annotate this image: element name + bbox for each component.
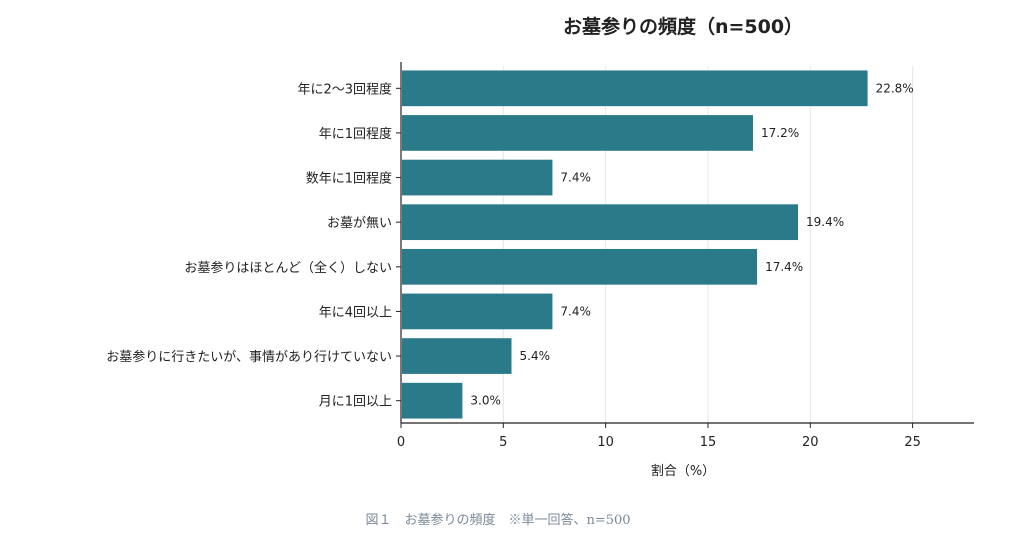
category-label: 年に2～3回程度 [297, 81, 392, 97]
bar [402, 382, 463, 419]
value-label: 7.4% [560, 304, 591, 318]
category-label: 月に1回以上 [319, 395, 392, 410]
x-tick-label: 20 [802, 435, 819, 450]
x-tick-label: 25 [904, 435, 921, 450]
category-labels: 年に2～3回程度年に1回程度数年に1回程度お墓が無いお墓参りはほとんど（全く）し… [106, 81, 392, 409]
bar [402, 293, 553, 330]
category-label: 年に4回以上 [319, 305, 392, 320]
x-tick-label: 15 [700, 435, 717, 450]
value-labels: 22.8% 17.2% 7.4% 19.4% 17.4% 7.4% 5.4% 3.0% [470, 81, 913, 407]
category-label: 年に1回程度 [319, 126, 392, 142]
category-label: お墓参りに行きたいが、事情があり行けていない [106, 349, 392, 365]
value-label: 22.8% [876, 81, 914, 95]
x-tick-label: 0 [397, 435, 405, 450]
value-label: 3.0% [470, 394, 501, 408]
x-ticks: 0 5 10 15 20 25 [397, 423, 921, 450]
category-label: お墓が無い [327, 216, 392, 231]
chart-title: お墓参りの頻度（n=500） [563, 15, 803, 38]
bar [402, 248, 758, 285]
value-label: 7.4% [560, 171, 591, 185]
x-tick-label: 10 [597, 435, 614, 450]
value-label: 17.4% [765, 260, 803, 274]
value-label: 17.2% [761, 126, 799, 140]
bar [402, 204, 799, 241]
bar [402, 115, 753, 151]
x-axis-label: 割合（%） [651, 463, 715, 479]
bar [402, 70, 868, 107]
value-label: 19.4% [806, 215, 844, 229]
figure-caption: 図１ お墓参りの頻度 ※単一回答、n=500 [365, 512, 630, 528]
value-label: 5.4% [520, 349, 551, 363]
x-tick-label: 5 [499, 435, 507, 450]
bar [402, 338, 512, 374]
category-label: 数年に1回程度 [306, 171, 392, 187]
bar [402, 159, 553, 196]
bars [402, 70, 868, 419]
category-label: お墓参りはほとんど（全く）しない [184, 260, 392, 276]
axes [396, 62, 974, 424]
